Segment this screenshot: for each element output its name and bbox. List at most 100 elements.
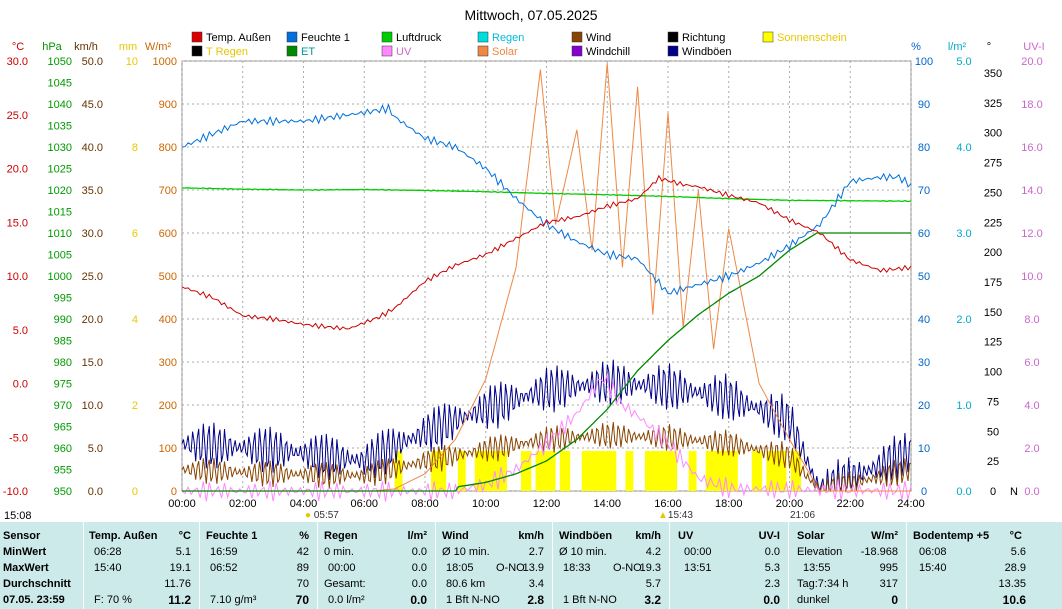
- regen-row3-value: 0.0: [411, 578, 427, 590]
- axis-unit-left: mm: [119, 41, 137, 53]
- axis-tick-left: 970: [54, 400, 72, 412]
- axis-tick-left: 1000: [48, 271, 72, 283]
- axis-tick-left: -10.0: [3, 486, 28, 498]
- wind-max-time: 18:05: [446, 562, 474, 574]
- axis-tick-left: 965: [54, 422, 72, 434]
- axis-tick-right: 300: [984, 128, 1002, 140]
- label-avg: Durchschnitt: [3, 578, 71, 590]
- sunshine-bar: [559, 451, 563, 491]
- axis-tick-right: 2.0: [956, 314, 971, 326]
- boden-unit: °C: [1009, 530, 1022, 542]
- feuchte-max-time: 06:52: [210, 562, 238, 574]
- regen-row2-label: 00:00: [328, 562, 356, 574]
- legend-swatch: [191, 31, 203, 43]
- axis-tick-right: 150: [984, 307, 1002, 319]
- wind-current-value: 2.8: [527, 593, 544, 607]
- weather-chart: Mittwoch, 07.05.2025 °C30.025.020.015.01…: [3, 7, 1045, 510]
- axis-tick-left: 25.0: [7, 110, 28, 122]
- x-tick: 00:00: [168, 498, 196, 510]
- axis-tick-left: 400: [159, 314, 177, 326]
- sunshine-bar: [477, 451, 481, 491]
- axis-tick-right: 80: [918, 142, 930, 154]
- feuchte-header: Feuchte 1: [206, 530, 258, 542]
- sunshine-bar: [438, 451, 442, 491]
- axis-tick-right: 1.0: [956, 400, 971, 412]
- sunshine-bar: [659, 451, 663, 491]
- sunshine-bar: [460, 451, 464, 491]
- sunshine-bars: [394, 451, 802, 491]
- axis-tick-left: 700: [159, 185, 177, 197]
- sunshine-bar: [496, 451, 500, 491]
- axis-tick-left: 6: [132, 228, 138, 240]
- chart-title: Mittwoch, 07.05.2025: [464, 7, 597, 23]
- temp-header: Temp. Außen: [89, 530, 158, 542]
- axis-tick-right: 10.0: [1021, 271, 1042, 283]
- sunshine-bar: [734, 451, 738, 491]
- axis-unit-right: °: [987, 41, 991, 53]
- uv-current-value: 0.0: [763, 593, 780, 607]
- axis-tick-right: 25: [987, 456, 999, 468]
- sunset-marker: 21:06: [790, 510, 815, 521]
- axis-tick-left: 600: [159, 228, 177, 240]
- axis-unit-right: %: [911, 41, 921, 53]
- label-max: MaxWert: [3, 562, 49, 574]
- axis-tick-right: 6.0: [1024, 357, 1039, 369]
- sunshine-bar: [771, 451, 775, 491]
- axis-tick-left: 995: [54, 293, 72, 305]
- series-luftdruck: [181, 187, 912, 203]
- legend-label: Solar: [492, 46, 518, 58]
- sunrise-time: 05:57: [313, 510, 339, 521]
- axis-tick-left: 0.0: [13, 379, 28, 391]
- axis-tick-right: 100: [984, 367, 1002, 379]
- boden-header: Bodentemp +5: [913, 530, 990, 542]
- axis-tick-left: -5.0: [9, 432, 28, 444]
- regen-current-label: 0.0 l/m²: [328, 594, 365, 606]
- uv-max-time: 13:51: [684, 562, 712, 574]
- axis-tick-left: 1005: [48, 250, 72, 262]
- legend-swatch: [667, 45, 679, 57]
- axis-tick-left: 40.0: [82, 142, 103, 154]
- feuchte-min-value: 42: [296, 546, 309, 558]
- sunshine-bar: [394, 451, 398, 491]
- label-sensor: Sensor: [3, 530, 41, 542]
- sunshine-bar: [457, 451, 461, 491]
- legend-label: Luftdruck: [396, 32, 442, 44]
- x-axis-ticks: 00:00 02:00 04:00 06:00 08:00 10:00 12:00 14:00…: [168, 498, 925, 510]
- axis-tick-left: 1010: [48, 228, 72, 240]
- sunshine-bar: [666, 451, 670, 491]
- boden-max-time: 15:40: [919, 562, 947, 574]
- sunshine-bar: [783, 451, 787, 491]
- axis-tick-right: 12.0: [1021, 228, 1042, 240]
- boden-min-time: 06:08: [919, 546, 947, 558]
- axis-tick-right: 0.0: [1024, 486, 1039, 498]
- temp-avg: 11.76: [164, 578, 191, 590]
- wind-header: Wind: [442, 530, 469, 542]
- legend-swatch: [667, 31, 679, 43]
- axis-tick-left: 950: [54, 486, 72, 498]
- feuchte-avg: 70: [296, 578, 309, 590]
- axis-tick-right: 70: [918, 185, 930, 197]
- sunshine-bar: [664, 451, 668, 491]
- axis-unit-right: UV-I: [1023, 41, 1044, 53]
- axis-tick-left: 5.0: [13, 325, 28, 337]
- sunshine-bar: [671, 451, 675, 491]
- legend-label: Windböen: [682, 46, 732, 58]
- wind-current-label: 1 Bft N-NO: [446, 594, 500, 606]
- legend: Temp. Außen Feuchte 1 Luftdruck Regen Wind Ri…: [191, 31, 847, 58]
- uv-max-value: 5.3: [764, 562, 780, 574]
- panel-wind: Wind km/h Ø 10 min. 2.7 18:05 O-NO 13.9 80.6…: [436, 522, 553, 609]
- axis-tick-left: 5.0: [88, 443, 103, 455]
- wind-row1-label: Ø 10 min.: [442, 546, 490, 558]
- sunshine-bar: [720, 451, 724, 491]
- axis-unit-right: l/m²: [948, 41, 967, 53]
- boden-max-value: 28.9: [1004, 562, 1026, 574]
- legend-swatch: [191, 45, 203, 57]
- feuchte-unit: %: [299, 530, 309, 542]
- axis-tick-left: 50.0: [82, 56, 103, 68]
- wind-avg: 3.4: [528, 578, 544, 590]
- boen-max-time: 18:33: [563, 562, 591, 574]
- axis-tick-right: 250: [984, 187, 1002, 199]
- axis-tick-left: 1040: [48, 99, 72, 111]
- feuchte-min-time: 16:59: [210, 546, 238, 558]
- legend-label: Regen: [492, 32, 524, 44]
